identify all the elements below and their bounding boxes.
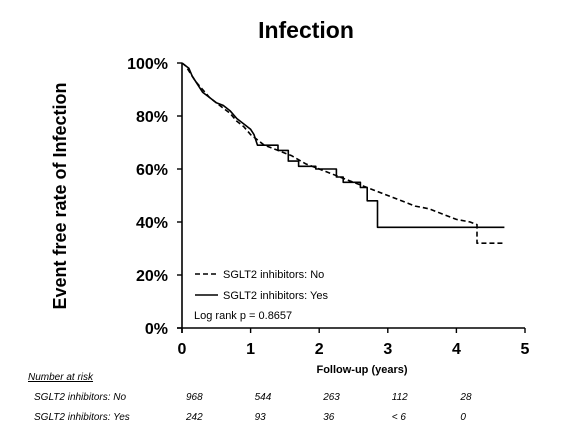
risk-value: 544 xyxy=(255,392,272,403)
x-axis-label: Follow-up (years) xyxy=(316,364,407,376)
risk-value: < 6 xyxy=(392,412,407,423)
y-tick-labels: 0% 20% 40% 60% 80% 100% xyxy=(127,56,168,338)
series-lines xyxy=(181,62,505,244)
risk-table: Number at risk SGLT2 inhibitors: No SGLT… xyxy=(28,372,472,423)
axes xyxy=(177,62,526,333)
log-rank-annotation: Log rank p = 0.8657 xyxy=(194,310,292,322)
legend-label-no: SGLT2 inhibitors: No xyxy=(223,269,324,281)
legend-label-yes: SGLT2 inhibitors: Yes xyxy=(223,290,328,302)
risk-value: 0 xyxy=(460,412,466,423)
series-line-yes xyxy=(181,62,505,229)
risk-value: 112 xyxy=(392,392,408,403)
x-tick-label: 1 xyxy=(246,341,255,358)
y-axis-label: Event free rate of Infection xyxy=(50,82,70,309)
risk-row-label-no: SGLT2 inhibitors: No xyxy=(34,392,127,403)
x-tick-labels: 0 1 2 3 4 5 xyxy=(178,341,530,358)
y-tick-label: 60% xyxy=(136,162,168,179)
risk-row-label-yes: SGLT2 inhibitors: Yes xyxy=(34,412,130,423)
legend: SGLT2 inhibitors: No SGLT2 inhibitors: Y… xyxy=(194,269,328,322)
risk-value: 263 xyxy=(322,392,340,403)
risk-value: 93 xyxy=(255,412,267,423)
series-line-no xyxy=(181,62,505,244)
y-tick-label: 40% xyxy=(136,215,168,232)
y-tick-label: 20% xyxy=(136,268,168,285)
risk-values: 968 544 263 112 28 242 93 36 < 6 0 xyxy=(185,392,472,423)
y-tick-label: 100% xyxy=(127,56,168,73)
risk-value: 28 xyxy=(459,392,472,403)
x-tick-label: 3 xyxy=(383,341,392,358)
x-tick-label: 4 xyxy=(452,341,461,358)
y-tick-label: 0% xyxy=(145,321,168,338)
y-tick-label: 80% xyxy=(136,109,168,126)
x-tick-label: 2 xyxy=(315,341,324,358)
chart-title: Infection xyxy=(258,17,354,43)
risk-table-header: Number at risk xyxy=(28,372,94,383)
risk-value: 36 xyxy=(323,412,335,423)
risk-value: 968 xyxy=(186,392,203,403)
risk-value: 242 xyxy=(185,412,203,423)
x-tick-label: 0 xyxy=(178,341,187,358)
x-tick-label: 5 xyxy=(521,341,530,358)
